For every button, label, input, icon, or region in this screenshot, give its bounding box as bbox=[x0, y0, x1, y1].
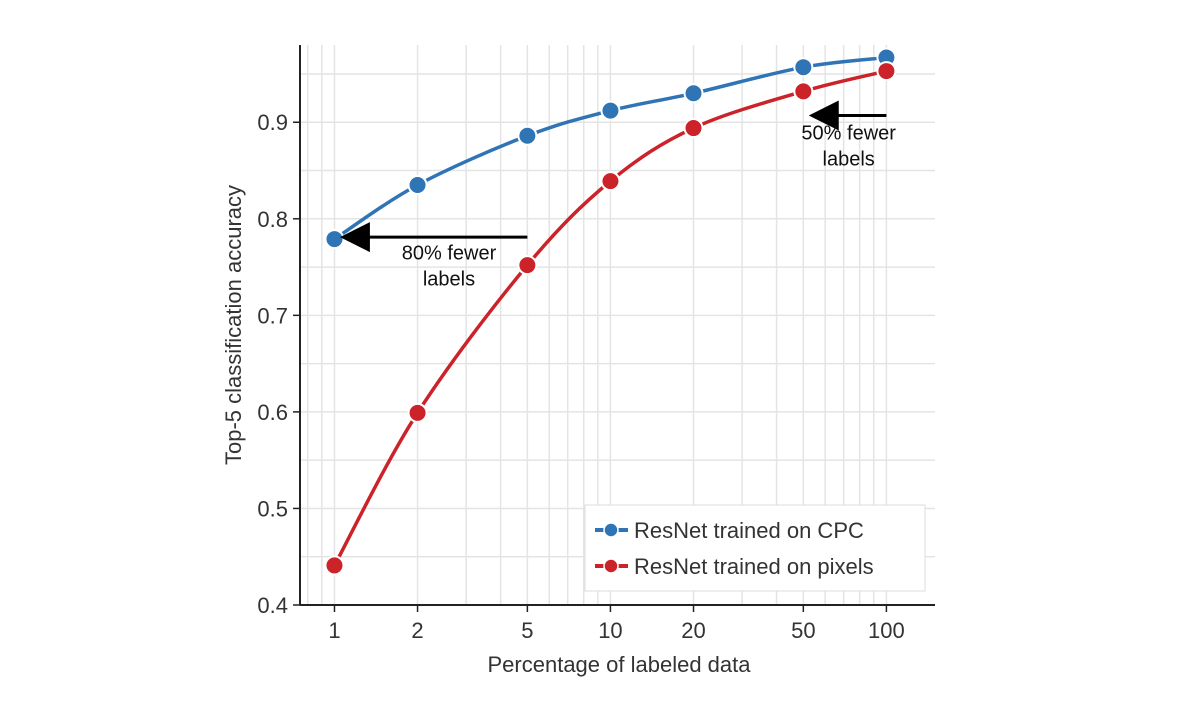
y-tick-label: 0.4 bbox=[257, 593, 288, 618]
axes bbox=[299, 45, 935, 606]
legend-box bbox=[584, 504, 926, 592]
data-point-cpc bbox=[324, 229, 345, 250]
data-point-cpc bbox=[517, 125, 538, 146]
annotation-text-80pct: labels bbox=[423, 268, 475, 290]
y-axis-title: Top-5 classification accuracy bbox=[221, 185, 246, 465]
x-axis-title: Percentage of labeled data bbox=[488, 652, 752, 677]
y-tick-label: 0.6 bbox=[257, 400, 288, 425]
x-tick-label: 10 bbox=[598, 618, 622, 643]
ticks-layer: 1 2 5 10 20 50 100 0.4 0.5 0.6 0.7 0.8 0.9 bbox=[257, 110, 904, 643]
x-tick-label: 5 bbox=[521, 618, 533, 643]
data-point-cpc bbox=[600, 100, 621, 121]
data-point-cpc bbox=[683, 83, 704, 104]
data-point-pixels bbox=[407, 402, 428, 423]
legend-label-pixels: ResNet trained on pixels bbox=[634, 554, 874, 579]
legend: ResNet trained on CPC ResNet trained on … bbox=[584, 504, 926, 592]
annotation-text-50pct: labels bbox=[823, 149, 875, 171]
data-point-cpc bbox=[407, 175, 428, 195]
y-tick-label: 0.7 bbox=[257, 303, 288, 328]
legend-marker-cpc bbox=[603, 522, 619, 538]
legend-label-cpc: ResNet trained on CPC bbox=[634, 518, 864, 543]
annotation-text-80pct: 80% fewer bbox=[402, 242, 497, 264]
y-tick-label: 0.8 bbox=[257, 207, 288, 232]
data-point-pixels bbox=[600, 171, 621, 192]
data-point-pixels bbox=[324, 555, 345, 576]
data-point-pixels bbox=[683, 118, 704, 139]
data-point-pixels bbox=[876, 61, 897, 82]
y-tick-label: 0.5 bbox=[257, 496, 288, 521]
series-layer bbox=[324, 47, 897, 576]
x-tick-label: 2 bbox=[411, 618, 423, 643]
data-point-pixels bbox=[517, 255, 538, 276]
annotation-layer: 80% fewer labels 50% fewer labels bbox=[339, 100, 896, 290]
x-tick-label: 50 bbox=[791, 618, 815, 643]
y-tick-label: 0.9 bbox=[257, 110, 288, 135]
data-point-cpc bbox=[793, 57, 814, 78]
x-tick-label: 100 bbox=[868, 618, 905, 643]
legend-marker-pixels bbox=[603, 558, 619, 574]
annotation-text-50pct: 50% fewer bbox=[801, 123, 896, 145]
x-tick-label: 20 bbox=[681, 618, 705, 643]
x-tick-label: 1 bbox=[328, 618, 340, 643]
data-point-pixels bbox=[793, 81, 814, 102]
